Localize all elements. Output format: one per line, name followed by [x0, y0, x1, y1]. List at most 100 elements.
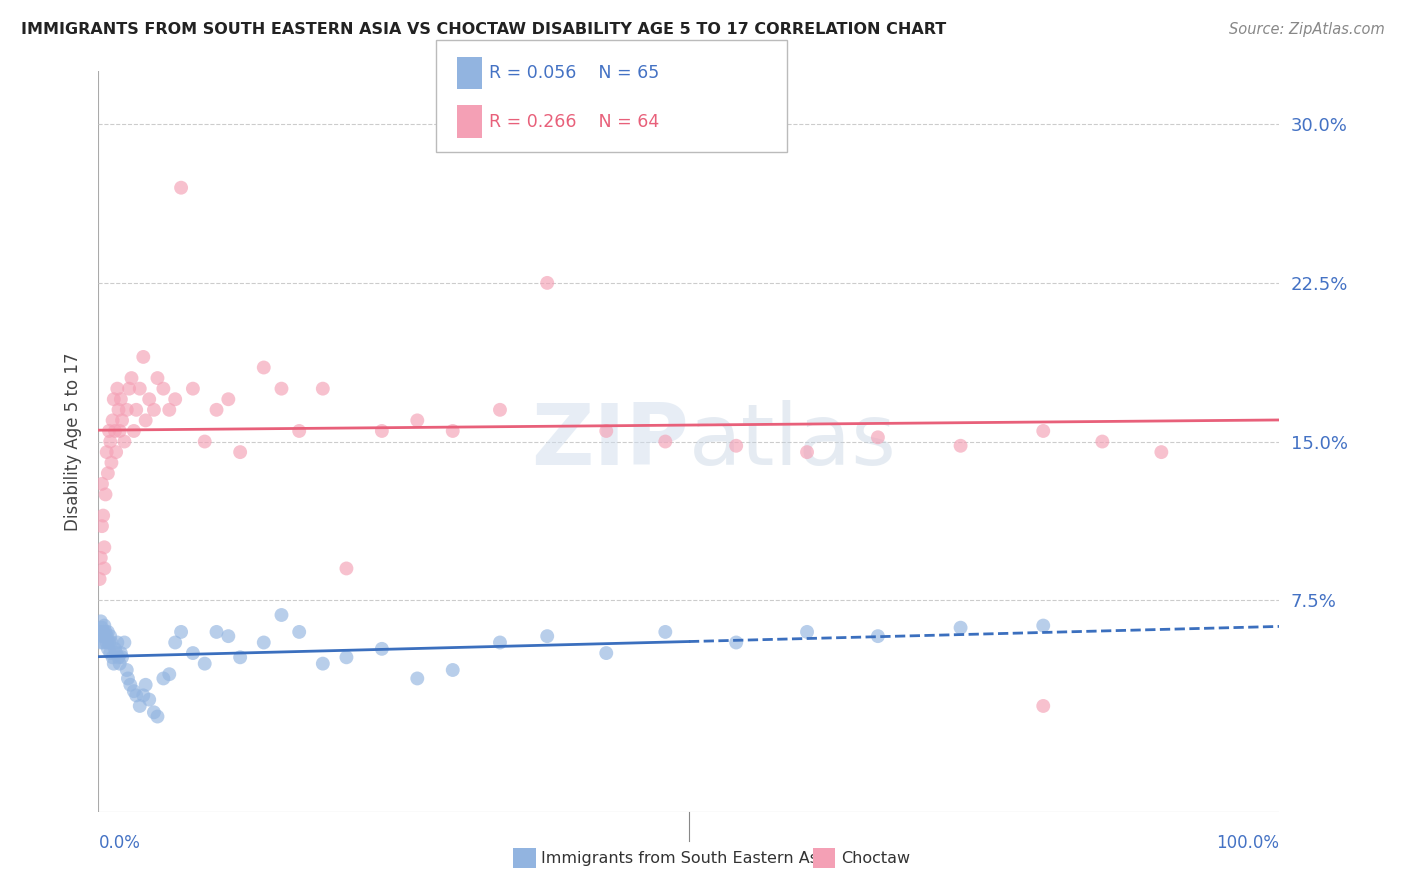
- Point: [181, 382, 204, 396]
- Point: [146, 371, 169, 385]
- Point: [111, 413, 134, 427]
- Point: [94, 624, 117, 639]
- Text: Source: ZipAtlas.com: Source: ZipAtlas.com: [1229, 22, 1385, 37]
- Point: [536, 629, 558, 643]
- Point: [595, 646, 617, 660]
- Point: [101, 413, 124, 427]
- Point: [100, 456, 122, 470]
- Text: Immigrants from South Eastern Asia: Immigrants from South Eastern Asia: [541, 851, 832, 865]
- Point: [1032, 698, 1054, 713]
- Point: [91, 624, 114, 639]
- Point: [725, 439, 748, 453]
- Point: [104, 424, 127, 438]
- Point: [1150, 445, 1173, 459]
- Point: [142, 706, 165, 720]
- Y-axis label: Disability Age 5 to 17: Disability Age 5 to 17: [63, 352, 82, 531]
- Point: [105, 646, 128, 660]
- Point: [725, 635, 748, 649]
- Point: [217, 392, 239, 407]
- Point: [104, 641, 127, 656]
- Point: [312, 657, 335, 671]
- Point: [93, 561, 115, 575]
- Point: [128, 698, 150, 713]
- Point: [135, 413, 157, 427]
- Point: [170, 624, 193, 639]
- Point: [194, 657, 217, 671]
- Point: [270, 607, 292, 622]
- Point: [96, 629, 118, 643]
- Point: [107, 650, 129, 665]
- Point: [98, 635, 121, 649]
- Point: [108, 657, 131, 671]
- Point: [103, 657, 125, 671]
- Point: [152, 382, 174, 396]
- Point: [105, 635, 128, 649]
- Point: [229, 650, 252, 665]
- Point: [406, 672, 429, 686]
- Point: [96, 445, 118, 459]
- Point: [135, 678, 157, 692]
- Point: [796, 445, 818, 459]
- Point: [122, 684, 145, 698]
- Point: [949, 439, 972, 453]
- Point: [110, 646, 132, 660]
- Point: [122, 424, 145, 438]
- Point: [105, 445, 128, 459]
- Point: [115, 663, 138, 677]
- Point: [406, 413, 429, 427]
- Point: [270, 382, 292, 396]
- Point: [949, 621, 972, 635]
- Point: [120, 678, 142, 692]
- Point: [441, 663, 464, 677]
- Point: [866, 430, 889, 444]
- Point: [98, 629, 121, 643]
- Point: [89, 624, 111, 639]
- Point: [335, 561, 357, 575]
- Point: [205, 402, 228, 417]
- Point: [125, 402, 148, 417]
- Point: [90, 635, 112, 649]
- Point: [170, 180, 193, 194]
- Point: [217, 629, 239, 643]
- Point: [536, 276, 558, 290]
- Point: [796, 624, 818, 639]
- Point: [1032, 618, 1054, 632]
- Point: [89, 572, 111, 586]
- Point: [1091, 434, 1114, 449]
- Text: IMMIGRANTS FROM SOUTH EASTERN ASIA VS CHOCTAW DISABILITY AGE 5 TO 17 CORRELATION: IMMIGRANTS FROM SOUTH EASTERN ASIA VS CH…: [21, 22, 946, 37]
- Text: 0.0%: 0.0%: [98, 834, 141, 852]
- Point: [371, 424, 394, 438]
- Point: [93, 629, 115, 643]
- Text: ZIP: ZIP: [531, 400, 689, 483]
- Point: [94, 487, 117, 501]
- Point: [253, 635, 276, 649]
- Point: [98, 424, 121, 438]
- Point: [229, 445, 252, 459]
- Point: [194, 434, 217, 449]
- Point: [108, 424, 131, 438]
- Point: [142, 402, 165, 417]
- Point: [146, 709, 169, 723]
- Point: [96, 635, 118, 649]
- Point: [91, 508, 114, 523]
- Point: [335, 650, 357, 665]
- Point: [371, 641, 394, 656]
- Point: [181, 646, 204, 660]
- Point: [97, 641, 120, 656]
- Text: R = 0.266    N = 64: R = 0.266 N = 64: [489, 112, 659, 130]
- Point: [118, 382, 141, 396]
- Point: [90, 615, 112, 629]
- Point: [132, 350, 155, 364]
- Point: [112, 434, 135, 449]
- Point: [312, 382, 335, 396]
- Point: [595, 424, 617, 438]
- Point: [128, 382, 150, 396]
- Point: [97, 624, 120, 639]
- Point: [97, 467, 120, 481]
- Point: [654, 624, 676, 639]
- Point: [125, 689, 148, 703]
- Point: [132, 689, 155, 703]
- Point: [100, 635, 122, 649]
- Point: [138, 392, 160, 407]
- Point: [157, 402, 180, 417]
